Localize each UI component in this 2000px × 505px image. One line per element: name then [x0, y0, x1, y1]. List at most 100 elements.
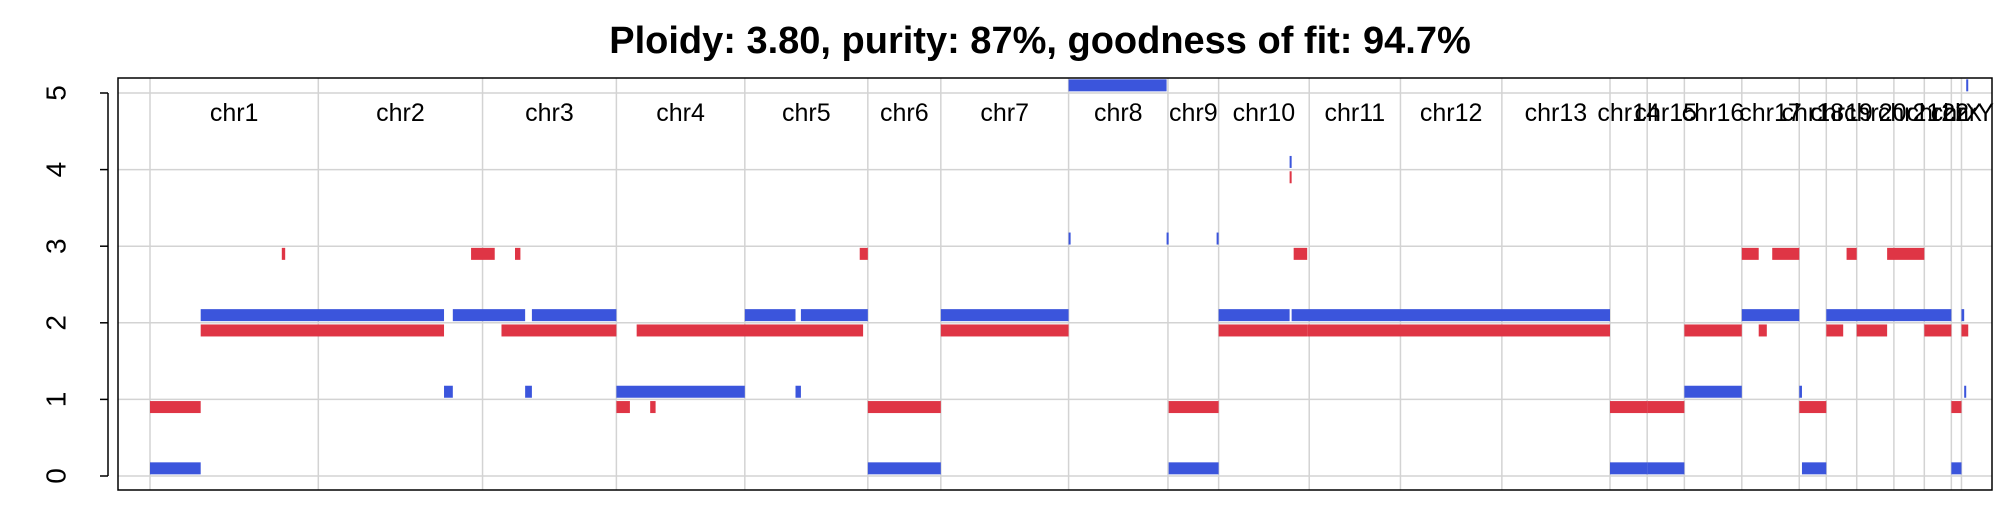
major-segment-16 [1216, 232, 1219, 245]
y-tick-label-4: 4 [40, 162, 71, 178]
minor-segment-25 [1846, 247, 1857, 260]
minor-segment-0 [150, 401, 201, 414]
chromosome-label-chr15: chr15 [1634, 99, 1697, 127]
major-segment-1 [200, 309, 445, 322]
minor-segment-4 [515, 247, 521, 260]
grid-lines [118, 78, 1992, 490]
chromosome-label-chr14: chr14 [1597, 99, 1660, 127]
major-segment-21 [1647, 462, 1685, 475]
major-segment-8 [795, 385, 801, 398]
minor-segment-15 [1293, 247, 1308, 260]
chromosome-label-chrX: chrX [1931, 99, 1983, 127]
chromosome-label-chr8: chr8 [1094, 99, 1143, 127]
minor-segment-29 [1951, 401, 1962, 414]
major-segment-10 [867, 462, 941, 475]
major-segment-6 [616, 385, 745, 398]
chart-title: Ploidy: 3.80, purity: 87%, goodness of f… [609, 20, 1471, 62]
chromosome-label-chr4: chr4 [656, 99, 705, 127]
major-segment-3 [452, 309, 526, 322]
y-tick-label-3: 3 [40, 238, 71, 254]
chromosome-label-chr5: chr5 [782, 99, 831, 127]
chromosome-label-chr1: chr1 [210, 99, 259, 127]
plot-frame [117, 77, 1993, 491]
major-segment-11 [940, 309, 1069, 322]
minor-segment-5 [501, 324, 617, 337]
chromosome-label-chr2: chr2 [376, 99, 425, 127]
minor-segment-21 [1758, 324, 1767, 337]
major-segment-23 [1741, 309, 1800, 322]
minor-segment-7 [650, 401, 656, 414]
chromosome-label-chr17: chr17 [1739, 99, 1802, 127]
major-segment-14 [1166, 232, 1169, 245]
chromosome-label-chrY: chrY [1943, 99, 1995, 127]
minor-segment-24 [1826, 324, 1844, 337]
minor-segment-27 [1887, 247, 1925, 260]
y-axis: 0 1 2 3 4 5 [40, 85, 109, 484]
chromosome-labels: chr1 chr2 chr3 chr4 chr5 chr6 chr7 chr8 chr9 chr1… [210, 99, 1994, 127]
minor-segment-23 [1799, 401, 1827, 414]
major-segment-5 [531, 309, 617, 322]
chromosome-label-chr18: chr18 [1782, 99, 1845, 127]
chromosome-label-chr13: chr13 [1525, 99, 1588, 127]
major-segment-17 [1218, 309, 1290, 322]
minor-segment-17 [1610, 401, 1648, 414]
minor-segment-3 [471, 247, 495, 260]
y-tick-label-0: 0 [40, 468, 71, 484]
major-segment-0 [150, 462, 201, 475]
major-segment-19 [1291, 309, 1610, 322]
major-segment-2 [444, 385, 453, 398]
minor-segment-10 [867, 401, 941, 414]
minor-segment-22 [1772, 247, 1800, 260]
major-segment-22 [1684, 385, 1742, 398]
minor-segment-9 [859, 247, 868, 260]
minor-segment-12 [1168, 401, 1219, 414]
chromosome-label-chr7: chr7 [980, 99, 1029, 127]
major-segment-18 [1289, 155, 1292, 168]
minor-segment-13 [1218, 324, 1308, 337]
chromosome-label-chr19: chr19 [1810, 99, 1873, 127]
major-segment-28 [1961, 309, 1965, 322]
major-segment-15 [1168, 462, 1219, 475]
chromosome-label-chr21: chr21 [1878, 99, 1941, 127]
major-segment-7 [744, 309, 796, 322]
major-segment-9 [800, 309, 868, 322]
chromosome-label-chr11: chr11 [1324, 99, 1385, 127]
chromosome-label-chr12: chr12 [1420, 99, 1483, 127]
minor-segment-6 [616, 401, 630, 414]
major-segment-25 [1801, 462, 1827, 475]
chromosome-label-chr3: chr3 [525, 99, 574, 127]
minor-segment-14 [1289, 171, 1292, 184]
chromosome-label-chr6: chr6 [880, 99, 929, 127]
minor-segment-11 [940, 324, 1069, 337]
chromosome-label-chr16: chr16 [1682, 99, 1745, 127]
major-segment-20 [1610, 462, 1648, 475]
major-segment-24 [1799, 385, 1802, 398]
minor-segment-26 [1856, 324, 1888, 337]
major-segment-13 [1068, 79, 1167, 92]
y-tick-label-5: 5 [40, 85, 71, 101]
minor-segment-1 [200, 324, 445, 337]
minor-segment-19 [1684, 324, 1742, 337]
y-tick-label-1: 1 [40, 392, 71, 408]
y-tick-label-2: 2 [40, 315, 71, 331]
major-segment-30 [1966, 79, 1969, 92]
major-segment-29 [1964, 385, 1967, 398]
minor-segment-28 [1924, 324, 1952, 337]
chromosome-label-chr20: chr20 [1844, 99, 1907, 127]
minor-segment-16 [1307, 324, 1610, 337]
major-segment-12 [1068, 232, 1071, 245]
major-segment-26 [1826, 309, 1952, 322]
major-segment-27 [1951, 462, 1962, 475]
minor-segment-20 [1741, 247, 1759, 260]
major-segment-4 [525, 385, 532, 398]
minor-segment-30 [1961, 324, 1969, 337]
chromosome-label-chr9: chr9 [1169, 99, 1218, 127]
chromosome-label-chr10: chr10 [1233, 99, 1296, 127]
minor-segment-18 [1647, 401, 1685, 414]
minor-segment-8 [636, 324, 864, 337]
segment-layer [150, 79, 1969, 475]
minor-segment-2 [281, 247, 286, 260]
